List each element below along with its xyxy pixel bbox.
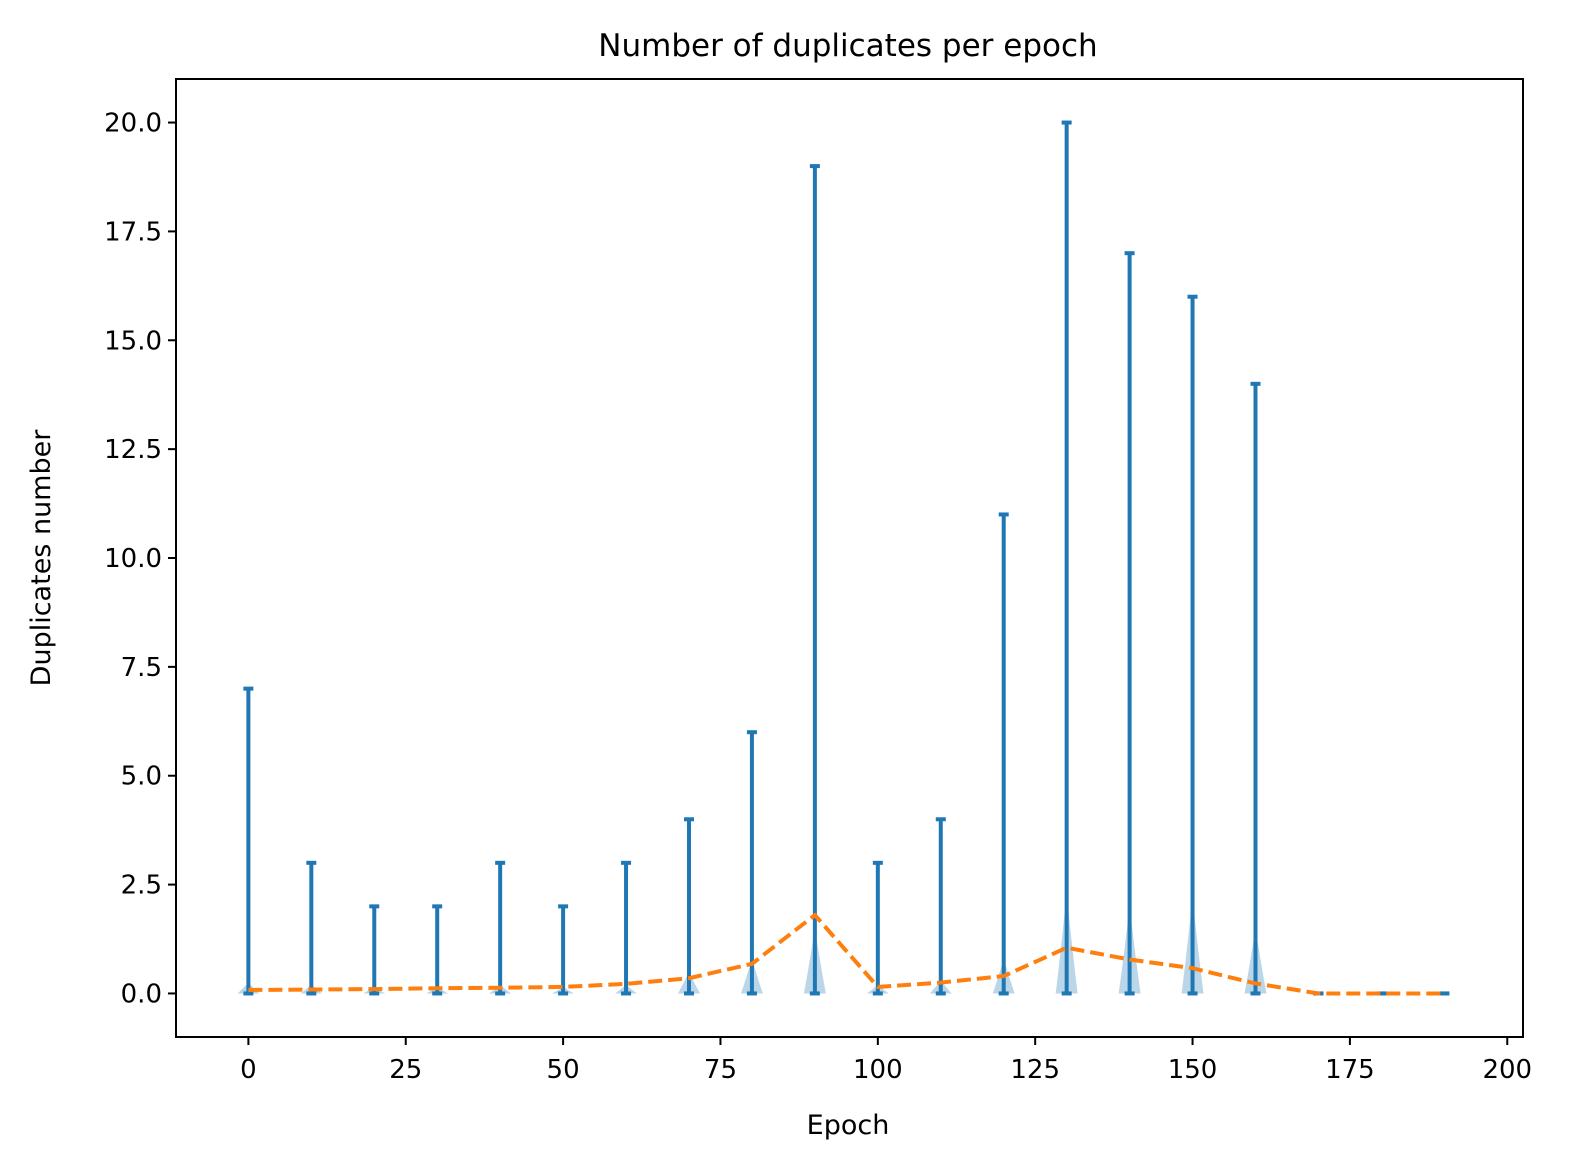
y-tick-label: 0.0 bbox=[121, 979, 162, 1009]
x-tick-label: 125 bbox=[1010, 1055, 1060, 1085]
y-tick-label: 15.0 bbox=[104, 326, 162, 356]
y-tick-label: 10.0 bbox=[104, 544, 162, 574]
y-tick-label: 5.0 bbox=[121, 762, 162, 792]
x-tick-label: 100 bbox=[853, 1055, 903, 1085]
chart-title: Number of duplicates per epoch bbox=[598, 28, 1097, 64]
x-tick-label: 25 bbox=[389, 1055, 422, 1085]
x-tick-label: 0 bbox=[240, 1055, 257, 1085]
y-tick-label: 2.5 bbox=[121, 871, 162, 901]
y-tick-label: 20.0 bbox=[104, 109, 162, 139]
x-tick-label: 150 bbox=[1168, 1055, 1218, 1085]
x-axis-label: Epoch bbox=[807, 1110, 890, 1141]
mean-dashed-line bbox=[248, 912, 1445, 996]
x-tick-label: 200 bbox=[1482, 1055, 1532, 1085]
y-tick-label: 7.5 bbox=[121, 653, 162, 683]
y-tick-label: 12.5 bbox=[104, 435, 162, 465]
x-tick-label: 175 bbox=[1325, 1055, 1375, 1085]
y-tick-label: 17.5 bbox=[104, 217, 162, 247]
axes-frame bbox=[175, 78, 1524, 1038]
x-tick-label: 50 bbox=[547, 1055, 580, 1085]
x-tick-label: 75 bbox=[704, 1055, 737, 1085]
y-axis-label: Duplicates number bbox=[26, 429, 57, 687]
